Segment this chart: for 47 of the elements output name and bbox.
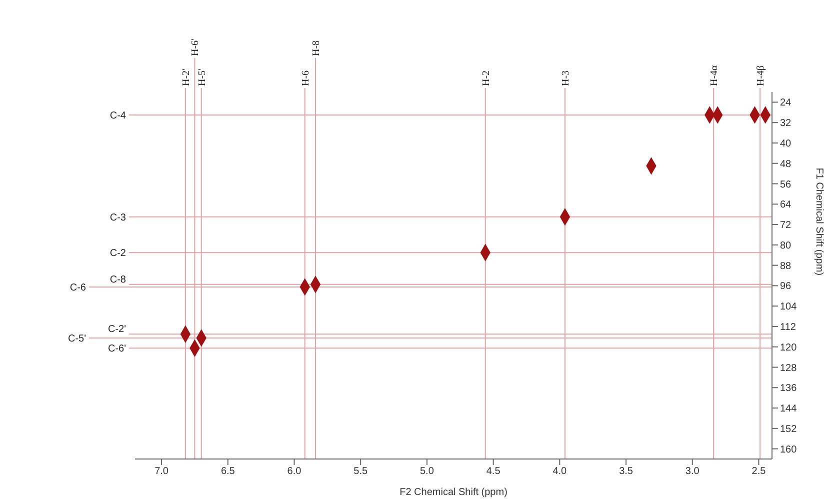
x-tick-label: 3.5 xyxy=(619,466,634,478)
y-tick-label: 136 xyxy=(780,383,798,394)
y-tick-label: 160 xyxy=(780,444,798,456)
y-tick-label: 80 xyxy=(780,240,792,252)
ref-line-label: H-4β xyxy=(756,65,767,86)
y-tick-label: 96 xyxy=(780,281,792,292)
ref-line-label: H-4α xyxy=(709,64,720,86)
ref-line-label: C-8 xyxy=(110,274,126,286)
y-tick-label: 24 xyxy=(780,98,792,109)
x-tick-label: 4.5 xyxy=(486,466,501,478)
y-tick-label: 88 xyxy=(780,260,792,272)
ref-line-label: H-2 xyxy=(480,70,492,86)
y-tick-label: 112 xyxy=(780,322,796,334)
y-tick-label: 72 xyxy=(780,220,792,232)
x-tick-label: 5.5 xyxy=(354,466,368,478)
x-tick-label: 7.0 xyxy=(154,466,169,478)
y-tick-label: 64 xyxy=(780,200,792,211)
y-tick-label: 128 xyxy=(780,362,798,374)
x-tick-label: 4.0 xyxy=(552,466,568,478)
y-tick-label: 120 xyxy=(780,342,798,354)
ref-line-label: C-6 xyxy=(70,282,86,294)
ref-line-label: C-4 xyxy=(110,110,126,122)
ref-line-label: C-6' xyxy=(108,344,126,355)
y-tick-label: 144 xyxy=(780,404,798,415)
ref-line-label: C-2' xyxy=(108,324,126,336)
ref-line-label: H-8 xyxy=(310,40,322,56)
x-tick-label: 6.0 xyxy=(287,466,302,478)
y-tick-label: 32 xyxy=(780,118,792,130)
x-tick-label: 5.0 xyxy=(420,466,434,478)
ref-line-label: H-2' xyxy=(180,68,192,86)
ref-line-label: H-6' xyxy=(190,38,202,56)
y-axis-title: F1 Chemical Shift (ppm) xyxy=(813,168,824,276)
ref-line-label: H-5' xyxy=(196,68,208,86)
y-tick-label: 48 xyxy=(780,158,792,170)
y-tick-label: 56 xyxy=(780,179,792,190)
x-tick-label: 3.0 xyxy=(685,466,700,478)
x-tick-label: 6.5 xyxy=(220,466,236,478)
y-tick-label: 104 xyxy=(780,302,798,313)
ref-line-label: H-6 xyxy=(300,70,312,86)
y-tick-label: 40 xyxy=(780,138,792,150)
ref-line-label: C-5' xyxy=(68,333,86,344)
ref-line-label: H-3 xyxy=(560,70,572,86)
x-axis-title: F2 Chemical Shift (ppm) xyxy=(400,487,508,498)
ref-line-label: C-3 xyxy=(110,212,126,224)
y-tick-label: 152 xyxy=(780,424,798,435)
x-tick-label: 2.5 xyxy=(752,466,766,478)
ref-line-label: C-2 xyxy=(110,248,126,260)
